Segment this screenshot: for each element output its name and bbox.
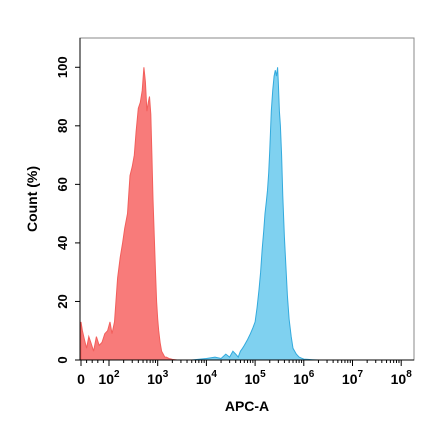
y-tick-label: 20	[55, 294, 70, 308]
x-tick-label: 106	[293, 369, 315, 387]
x-tick-label: 0	[77, 371, 85, 387]
y-tick-label: 80	[55, 119, 70, 133]
plot-area	[80, 67, 319, 361]
x-tick-label: 107	[342, 369, 364, 387]
axes: 0 20 40 60 80 100 0 102 103 104 105 106 107 108	[55, 38, 414, 387]
x-axis-label: APC-A	[225, 398, 269, 414]
histogram-series-2	[191, 67, 319, 361]
y-tick-label: 100	[55, 56, 70, 78]
x-tick-label: 102	[98, 369, 120, 387]
y-tick-label: 0	[55, 356, 70, 363]
x-tick-label: 103	[147, 369, 169, 387]
x-tick-label: 104	[196, 369, 218, 387]
y-axis-label: Count (%)	[24, 166, 40, 232]
y-tick-label: 40	[55, 236, 70, 250]
histogram-series-1	[80, 67, 178, 361]
x-tick-label: 105	[245, 369, 267, 387]
y-tick-label: 60	[55, 177, 70, 191]
x-tick-label: 108	[391, 369, 413, 387]
